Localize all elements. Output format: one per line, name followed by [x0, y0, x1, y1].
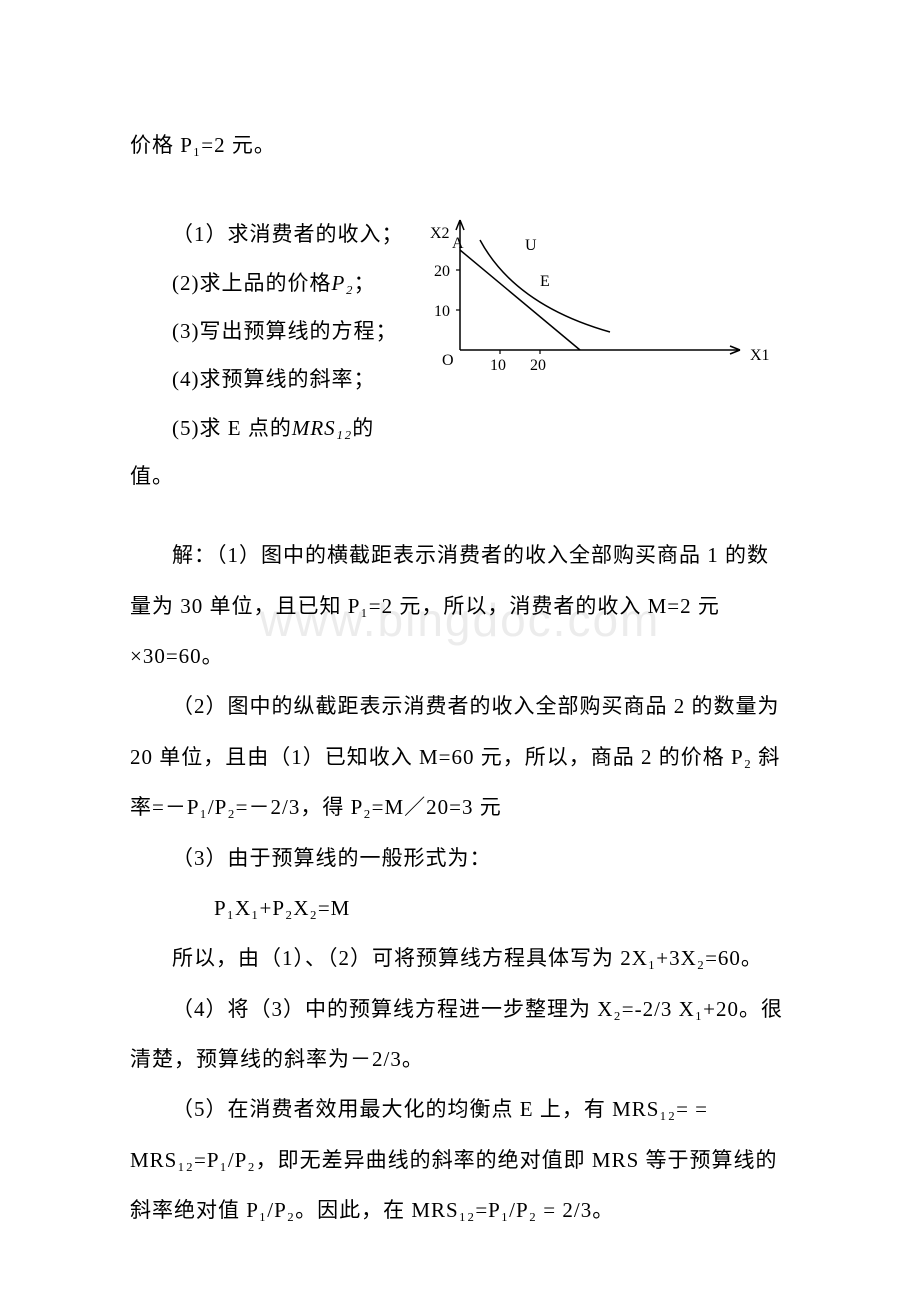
header-line: 价格 P₁=2 元。 — [130, 120, 790, 170]
xtick-10: 10 — [490, 357, 506, 374]
solution-p2: （2）图中的纵截距表示消费者的收入全部购买商品 2 的数量为 20 单位，且由（… — [130, 681, 790, 832]
curve-u-label: U — [525, 237, 537, 254]
solution-p5: （5）在消费者效用最大化的均衡点 E 上，有 MRS₁₂= = MRS₁₂=P₁… — [130, 1084, 790, 1235]
solution-p1: 解：（1）图中的横截距表示消费者的收入全部购买商品 1 的数量为 30 单位，且… — [130, 530, 790, 681]
question-4: (4)求预算线的斜率； — [130, 355, 410, 403]
questions-list: （1）求消费者的收入； (2)求上品的价格P₂； (3)写出预算线的方程； (4… — [130, 210, 410, 500]
ytick-10: 10 — [434, 303, 450, 320]
point-e-label: E — [540, 273, 550, 290]
budget-chart: X2 X1 O 20 10 10 20 A U E — [410, 210, 790, 410]
point-a-label: A — [452, 235, 464, 252]
question-2: (2)求上品的价格P₂； — [130, 259, 410, 307]
question-3: (3)写出预算线的方程； — [130, 307, 410, 355]
question-5: (5)求 E 点的MRS₁₂的值。 — [130, 404, 410, 501]
origin-label: O — [442, 352, 454, 369]
y-axis-label: X2 — [430, 225, 450, 242]
solution-p3a: （3）由于预算线的一般形式为： — [130, 833, 790, 883]
question-block: （1）求消费者的收入； (2)求上品的价格P₂； (3)写出预算线的方程； (4… — [130, 210, 790, 500]
document-content: 价格 P₁=2 元。 （1）求消费者的收入； (2)求上品的价格P₂； (3)写… — [130, 120, 790, 1236]
ytick-20: 20 — [434, 263, 450, 280]
x-axis-label: X1 — [750, 347, 770, 364]
solution-p4: （4）将（3）中的预算线方程进一步整理为 X₂=-2/3 X₁+20。很清楚，预… — [130, 984, 790, 1085]
xtick-20: 20 — [530, 357, 546, 374]
solution-p3b: P₁X₁+P₂X₂=M — [130, 883, 790, 933]
solution-p3c: 所以，由（1）、（2）可将预算线方程具体写为 2X₁+3X₂=60。 — [130, 933, 790, 983]
question-1: （1）求消费者的收入； — [130, 210, 410, 258]
chart-svg: X2 X1 O 20 10 10 20 A U E — [410, 210, 770, 400]
